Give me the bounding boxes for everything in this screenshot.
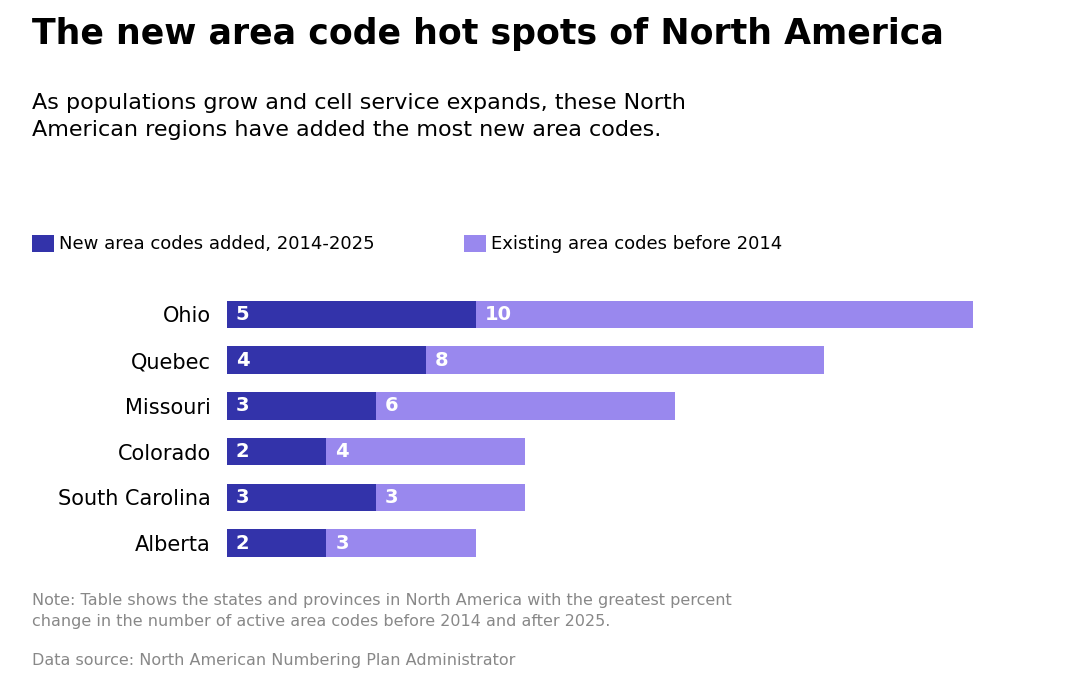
Text: 10: 10 xyxy=(485,305,512,324)
Text: New area codes added, 2014-2025: New area codes added, 2014-2025 xyxy=(59,235,375,252)
Text: As populations grow and cell service expands, these North
American regions have : As populations grow and cell service exp… xyxy=(32,93,686,140)
Bar xyxy=(227,438,326,465)
Bar xyxy=(227,300,475,328)
Text: 3: 3 xyxy=(235,397,249,416)
Text: 4: 4 xyxy=(335,442,349,461)
Text: 2: 2 xyxy=(235,442,249,461)
Bar xyxy=(227,530,326,557)
Text: 8: 8 xyxy=(435,351,448,370)
Bar xyxy=(227,346,426,374)
Bar xyxy=(227,392,376,420)
Text: Data source: North American Numbering Plan Administrator: Data source: North American Numbering Pl… xyxy=(32,653,516,668)
Text: 5: 5 xyxy=(235,305,249,324)
Text: 3: 3 xyxy=(335,534,349,553)
Text: 3: 3 xyxy=(384,488,399,507)
Text: 2: 2 xyxy=(235,534,249,553)
Text: The new area code hot spots of North America: The new area code hot spots of North Ame… xyxy=(32,17,944,51)
Bar xyxy=(475,300,973,328)
Bar xyxy=(326,530,475,557)
Bar xyxy=(426,346,824,374)
Text: Existing area codes before 2014: Existing area codes before 2014 xyxy=(491,235,783,252)
Text: Note: Table shows the states and provinces in North America with the greatest pe: Note: Table shows the states and provinc… xyxy=(32,593,732,629)
Text: 3: 3 xyxy=(235,488,249,507)
Text: 6: 6 xyxy=(384,397,399,416)
Bar xyxy=(326,438,525,465)
Bar xyxy=(376,484,525,511)
Bar xyxy=(227,484,376,511)
Text: 4: 4 xyxy=(235,351,249,370)
Bar xyxy=(376,392,675,420)
